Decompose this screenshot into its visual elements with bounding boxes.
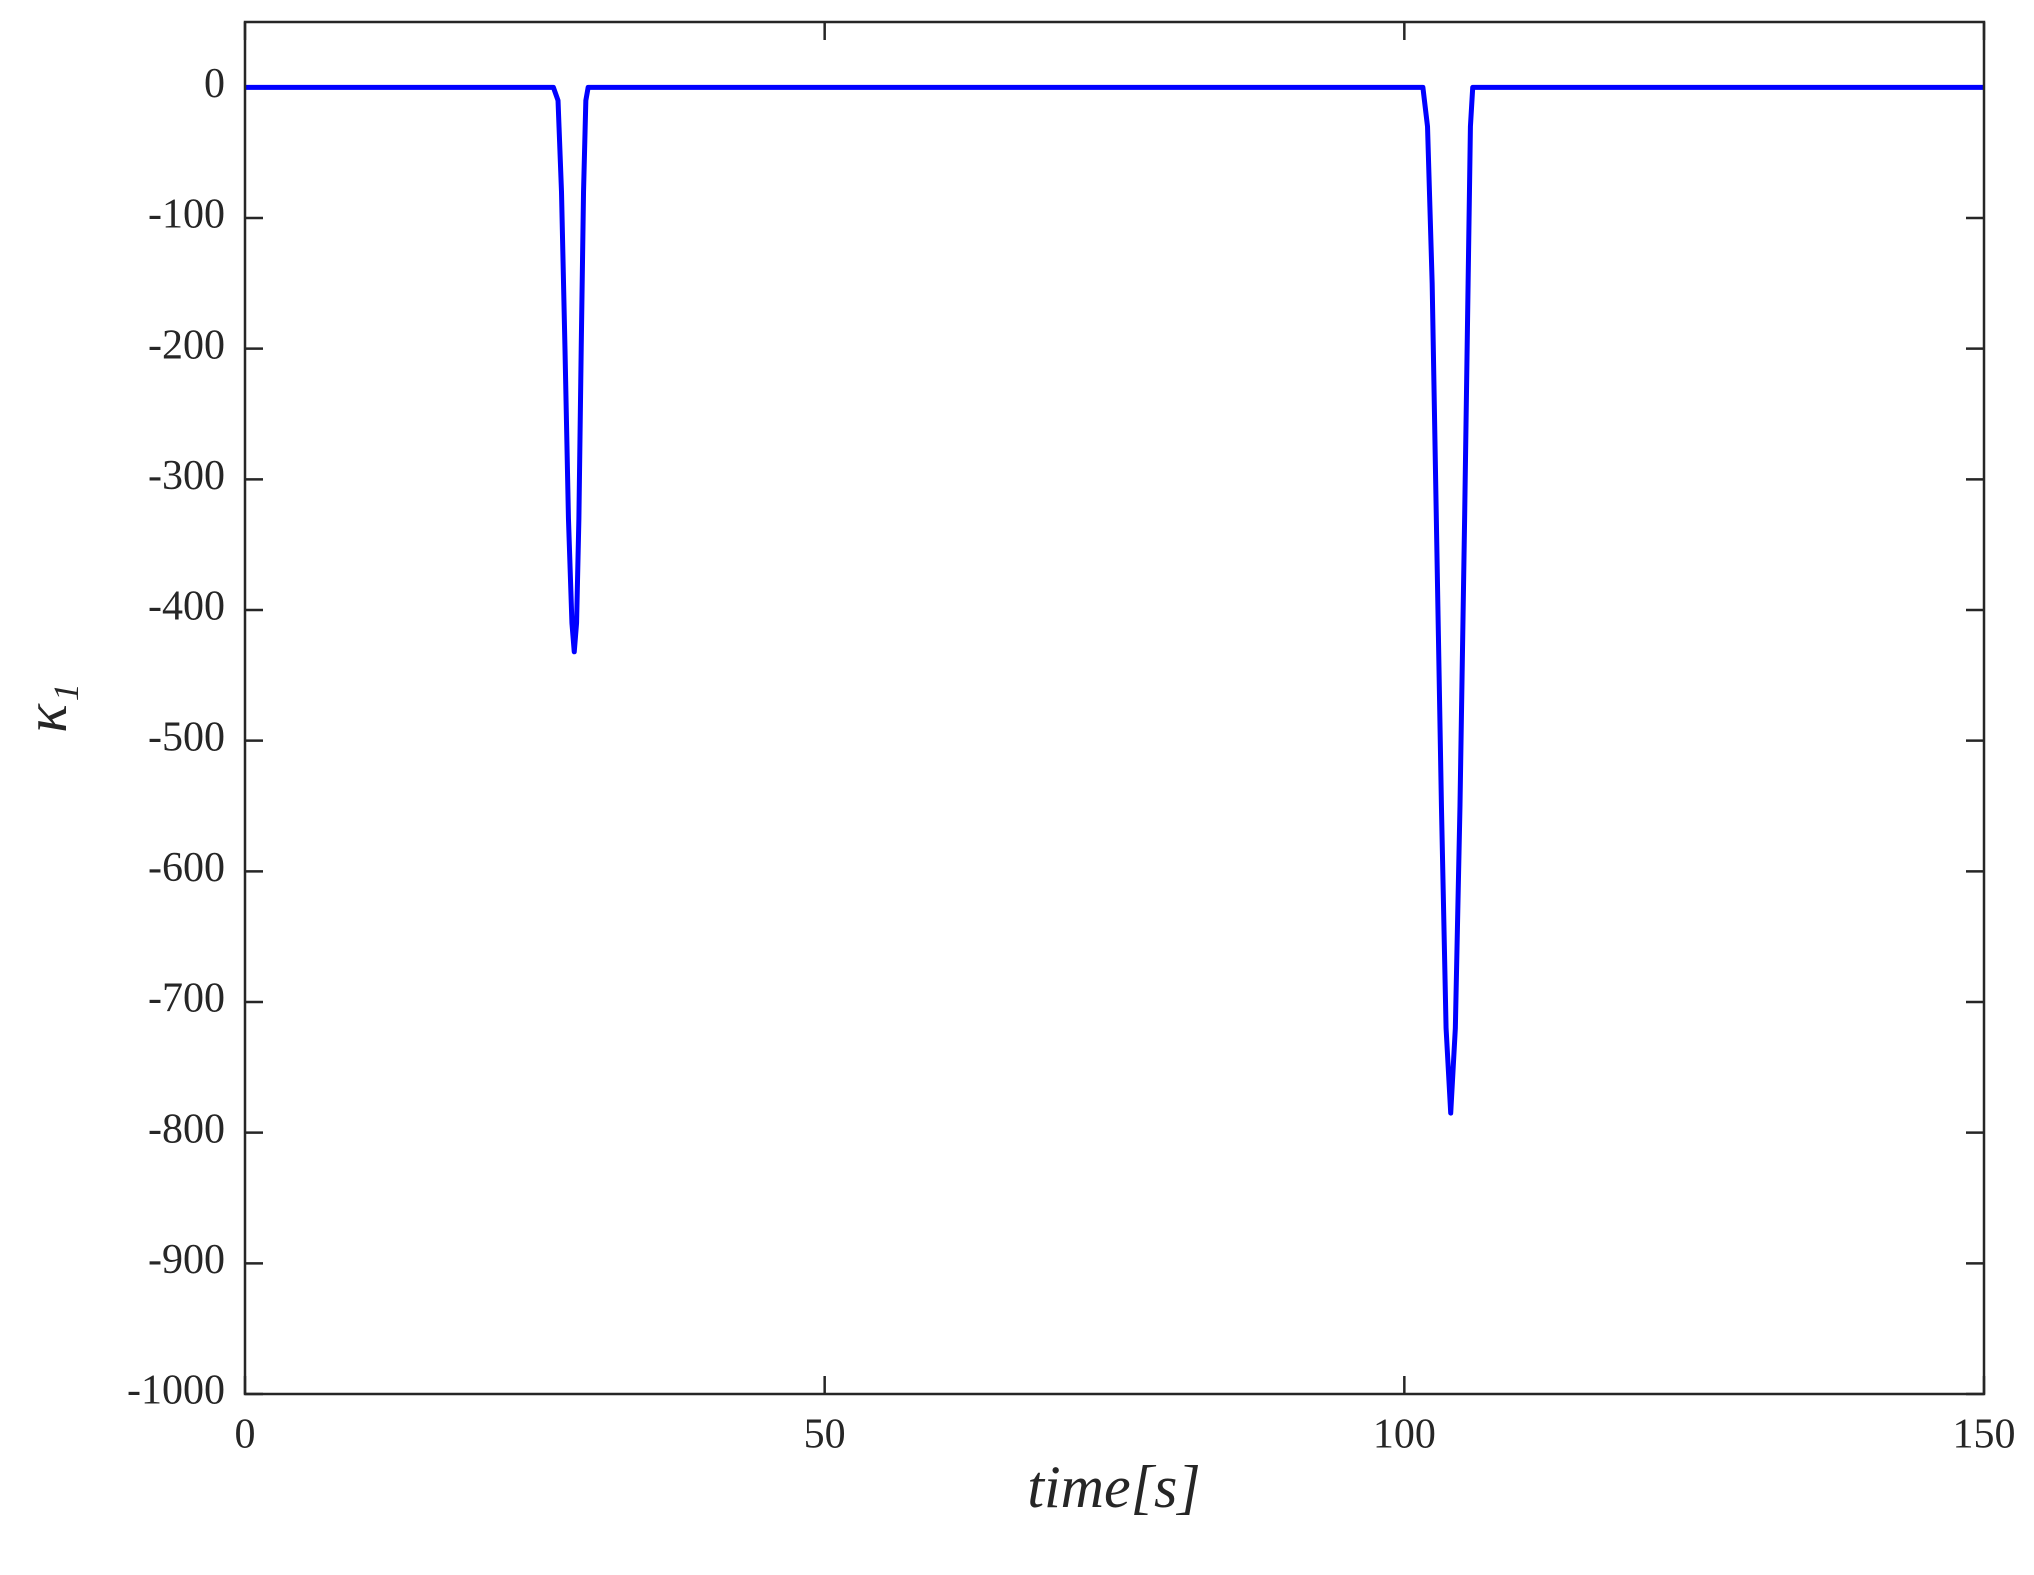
x-tick-label: 100: [1373, 1412, 1436, 1458]
y-tick-label: -200: [148, 322, 225, 368]
x-tick-label: 150: [1953, 1412, 2016, 1458]
y-tick-label: -500: [148, 714, 225, 760]
data-line: [245, 84, 1984, 1116]
y-axis-label: κ₁: [13, 683, 79, 733]
y-tick-label: -700: [148, 976, 225, 1022]
y-tick-label: -400: [148, 584, 225, 630]
plot-frame: [243, 20, 1986, 1396]
y-tick-label: -600: [148, 845, 225, 891]
x-tick-label: 50: [804, 1412, 846, 1458]
y-tick-label: 0: [204, 61, 225, 107]
y-tick-label: -900: [148, 1237, 225, 1283]
y-tick-label: -100: [148, 192, 225, 238]
y-tick-label: -800: [148, 1106, 225, 1152]
y-tick-label: -300: [148, 453, 225, 499]
x-tick-label: 0: [235, 1412, 256, 1458]
y-tick-label: -1000: [127, 1368, 225, 1414]
x-axis-label: time[s]: [1027, 1454, 1200, 1520]
